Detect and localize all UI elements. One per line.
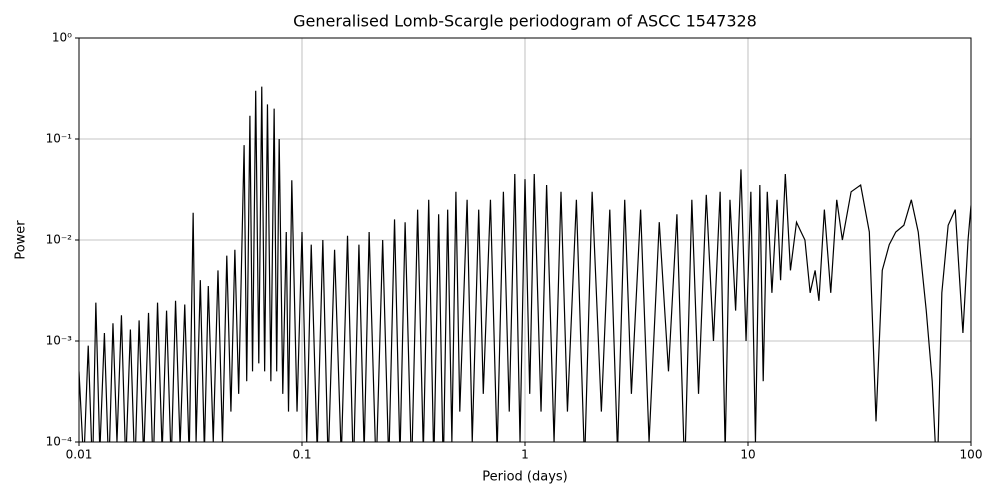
x-axis-label: Period (days): [482, 470, 568, 485]
line-series: [79, 86, 971, 442]
x-tick-label: 1: [521, 448, 529, 462]
x-tick-label: 0.01: [66, 448, 93, 462]
chart-title: Generalised Lomb-Scargle periodogram of …: [293, 12, 757, 31]
plot-frame: [78, 37, 972, 443]
y-tick-label: 10⁻¹: [46, 132, 73, 146]
y-axis-label: Power: [14, 220, 29, 260]
x-tick-label: 10: [740, 448, 755, 462]
y-tick-label: 10⁰: [52, 31, 72, 45]
x-tick-label: 100: [960, 448, 983, 462]
y-tick-label: 10⁻³: [46, 334, 73, 348]
x-tick-label: 0.1: [292, 448, 311, 462]
y-tick-label: 10⁻²: [46, 233, 73, 247]
y-tick-label: 10⁻⁴: [46, 435, 73, 449]
